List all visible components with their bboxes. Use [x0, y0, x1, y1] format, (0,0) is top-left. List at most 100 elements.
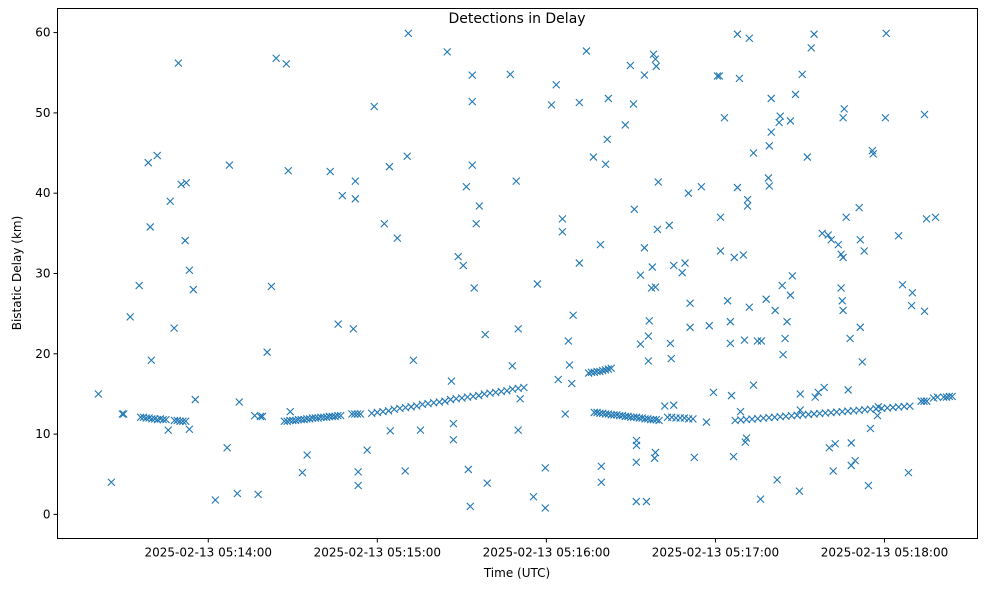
data-point	[735, 74, 744, 83]
data-point	[468, 97, 477, 106]
x-tick-label: 2025-02-13 05:16:00	[483, 546, 610, 560]
data-point	[837, 284, 846, 292]
data-point	[508, 361, 517, 370]
data-point	[354, 481, 363, 490]
data-point	[135, 281, 144, 290]
data-point	[847, 461, 856, 470]
data-point	[644, 357, 653, 365]
data-point	[94, 390, 103, 398]
data-point	[825, 443, 834, 452]
data-point	[170, 324, 179, 332]
data-point	[636, 271, 645, 279]
data-point	[736, 407, 745, 416]
data-point	[839, 306, 847, 315]
data-point	[607, 410, 616, 419]
data-point	[325, 412, 334, 421]
data-point	[776, 112, 785, 120]
data-point	[839, 253, 847, 262]
data-point	[666, 339, 675, 348]
data-point	[370, 102, 379, 111]
data-point	[565, 361, 574, 369]
chart-title: Detections in Delay	[448, 11, 585, 27]
data-point	[665, 221, 674, 230]
data-point	[604, 365, 613, 373]
data-point	[739, 251, 748, 259]
data-point	[181, 417, 190, 426]
data-point	[506, 70, 515, 79]
data-point	[778, 281, 787, 290]
data-point	[146, 223, 155, 231]
data-point	[773, 475, 782, 484]
data-point	[690, 453, 699, 462]
data-point	[764, 174, 773, 182]
data-point	[720, 113, 729, 122]
data-point	[597, 462, 606, 471]
data-point	[803, 153, 812, 161]
data-point	[604, 94, 613, 103]
data-point	[920, 307, 929, 316]
data-point	[749, 149, 758, 157]
data-point	[745, 34, 754, 43]
data-point	[723, 296, 732, 305]
data-point	[705, 321, 714, 330]
data-point	[596, 367, 604, 376]
data-point	[185, 425, 194, 434]
data-point	[762, 295, 771, 304]
data-point	[765, 141, 774, 150]
data-point	[779, 350, 787, 359]
data-point	[922, 397, 931, 406]
data-point	[144, 158, 153, 167]
data-point	[385, 162, 394, 171]
x-tick-label: 2025-02-13 05:14:00	[145, 546, 272, 560]
data-point	[844, 386, 853, 394]
data-point	[529, 492, 538, 501]
data-point	[716, 213, 725, 222]
data-point	[416, 426, 425, 434]
data-point	[185, 266, 194, 275]
data-point	[653, 225, 662, 234]
data-point	[547, 100, 556, 109]
data-point	[179, 417, 187, 426]
data-point	[589, 153, 598, 161]
data-point	[363, 446, 372, 455]
data-point	[917, 397, 926, 406]
data-point	[745, 303, 754, 312]
data-point	[702, 418, 711, 426]
data-point	[338, 191, 347, 200]
data-point	[474, 391, 483, 400]
data-point	[627, 413, 635, 422]
data-point	[686, 323, 694, 332]
data-point	[512, 177, 521, 186]
data-point	[756, 495, 765, 504]
data-point	[831, 439, 840, 448]
data-point	[575, 259, 584, 267]
data-point	[686, 299, 694, 308]
data-point	[733, 183, 742, 192]
data-point	[818, 229, 827, 238]
data-point	[894, 231, 903, 240]
data-point	[541, 504, 550, 512]
data-point	[596, 240, 605, 249]
data-point	[626, 61, 635, 70]
data-point	[404, 29, 413, 38]
data-point	[908, 288, 917, 297]
data-point	[284, 166, 293, 175]
data-point	[811, 393, 820, 402]
data-point	[258, 412, 267, 421]
data-point	[472, 219, 481, 228]
data-point	[829, 467, 838, 475]
data-point	[847, 439, 856, 447]
data-point	[669, 401, 678, 410]
data-point	[267, 282, 276, 291]
data-point	[552, 80, 561, 89]
data-point	[839, 113, 847, 122]
data-point	[866, 424, 875, 433]
data-point	[873, 411, 882, 420]
data-point	[483, 479, 492, 487]
data-point	[533, 280, 542, 288]
data-point	[645, 316, 654, 325]
data-point	[462, 182, 471, 191]
data-point	[907, 301, 916, 310]
data-point	[824, 231, 833, 239]
